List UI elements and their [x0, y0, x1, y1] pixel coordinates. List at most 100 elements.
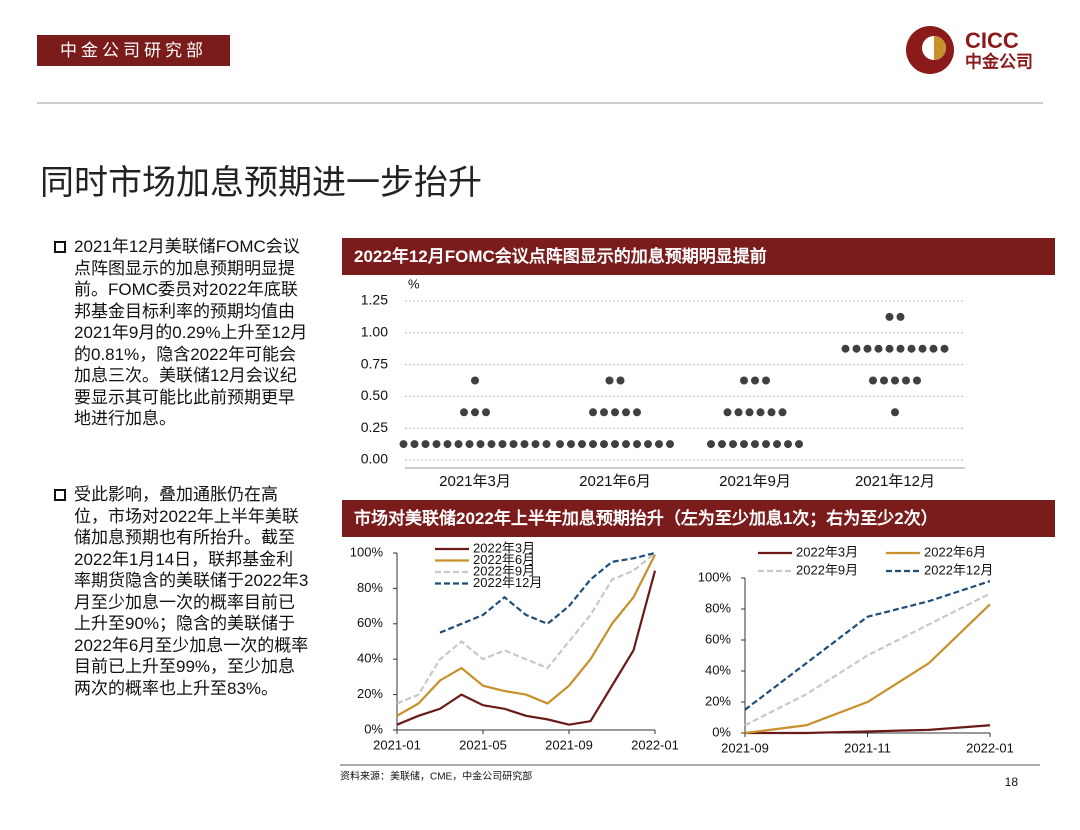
dot — [633, 408, 641, 417]
dot — [841, 344, 850, 353]
dot — [751, 376, 759, 385]
slide-title: 同时市场加息预期进一步抬升 — [40, 164, 482, 202]
department-tag: 中金公司研究部 — [37, 35, 230, 66]
y-tick-label: 0.50 — [361, 387, 388, 403]
y-tick-label: 20% — [705, 693, 731, 708]
dot — [471, 376, 479, 385]
x-tick-label: 2021-09 — [721, 740, 769, 755]
page-number: 18 — [1005, 775, 1019, 789]
legend-label: 2022年12月 — [473, 575, 542, 590]
dot — [589, 408, 597, 417]
legend-label: 2022年9月 — [796, 562, 858, 577]
dot — [410, 440, 419, 449]
y-tick-label: 100% — [350, 544, 384, 559]
dot — [666, 440, 674, 449]
dot — [885, 344, 894, 353]
series-line — [745, 724, 991, 735]
dot — [471, 408, 479, 417]
dot — [745, 408, 754, 417]
y-tick-label: 60% — [705, 631, 731, 646]
dot — [891, 408, 899, 417]
dot — [907, 344, 916, 353]
legend-label: 2022年12月 — [924, 562, 993, 577]
y-tick-label: 0.00 — [361, 451, 388, 467]
x-tick-label: 2021年9月 — [719, 473, 791, 490]
dot — [767, 408, 776, 417]
dot — [432, 440, 441, 449]
dot — [509, 440, 518, 449]
dot — [940, 344, 949, 353]
dot — [784, 440, 792, 449]
dot — [644, 440, 652, 449]
dot — [880, 376, 888, 385]
dot — [729, 440, 737, 449]
series-line — [744, 603, 991, 735]
dot — [542, 440, 551, 449]
y-tick-label: 1.00 — [361, 324, 388, 340]
chart-title: 2022年12月FOMC会议点阵图显示的加息预期明显提前 — [342, 238, 1055, 275]
dot — [762, 376, 770, 385]
dot — [795, 440, 803, 449]
dot — [600, 440, 608, 449]
dot — [929, 344, 938, 353]
logo-mark — [934, 36, 946, 60]
series-line — [744, 592, 991, 727]
dot — [622, 408, 630, 417]
bullet: 受此影响，叠加通胀仍在高位，市场对2022年上半年美联储加息预期也有所抬升。截至… — [52, 484, 310, 699]
dot — [874, 344, 883, 353]
dot — [891, 376, 899, 385]
dot — [902, 376, 910, 385]
dot — [718, 440, 726, 449]
y-tick-label: 60% — [357, 615, 383, 630]
dot — [885, 312, 894, 321]
legend-label: 2022年3月 — [473, 540, 535, 555]
dot — [476, 440, 485, 449]
dot — [465, 440, 474, 449]
y-tick-label: 1.25 — [361, 292, 388, 308]
dot — [869, 376, 877, 385]
y-tick-label: 40% — [357, 651, 383, 666]
dot — [707, 440, 715, 449]
dot — [740, 376, 748, 385]
dot — [655, 440, 663, 449]
y-tick-label: 80% — [357, 580, 383, 595]
y-tick-label: 0.25 — [361, 419, 388, 435]
dot — [896, 344, 905, 353]
dot — [778, 408, 787, 417]
dot — [443, 440, 452, 449]
x-tick-label: 2021-05 — [459, 737, 507, 752]
y-tick-label: 20% — [357, 686, 383, 701]
logo-text: CICC — [965, 28, 1019, 53]
dot — [773, 440, 781, 449]
dot — [531, 440, 540, 449]
x-tick-label: 2021-01 — [373, 737, 421, 752]
dot — [723, 408, 732, 417]
dot — [740, 440, 748, 449]
dot — [751, 440, 759, 449]
chart-title: 市场对美联储2022年上半年加息预期抬升（左为至少加息1次；右为至少2次） — [342, 500, 1055, 537]
dot — [520, 440, 529, 449]
dot — [605, 376, 614, 385]
dot — [460, 408, 468, 417]
bullet: 2021年12月美联储FOMC会议点阵图显示的加息预期明显提前。FOMC委员对2… — [52, 236, 310, 430]
series-line — [396, 552, 656, 705]
dot — [611, 440, 619, 449]
dot — [578, 440, 586, 449]
dot — [622, 440, 630, 449]
source: 资料来源：美联储，CME，中金公司研究部 — [340, 770, 532, 783]
dot — [734, 408, 743, 417]
legend-label: 2022年9月 — [473, 563, 535, 578]
dot — [482, 408, 490, 417]
dot — [454, 440, 463, 449]
dot — [589, 440, 597, 449]
dot — [616, 376, 625, 385]
dot — [863, 344, 872, 353]
x-tick-label: 2022-01 — [966, 740, 1014, 755]
y-tick-label: 40% — [705, 662, 731, 677]
dot — [399, 440, 408, 449]
dot — [852, 344, 861, 353]
dot — [896, 312, 905, 321]
series-line — [396, 570, 657, 726]
dot — [762, 440, 770, 449]
